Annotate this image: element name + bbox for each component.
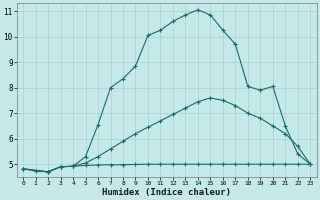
X-axis label: Humidex (Indice chaleur): Humidex (Indice chaleur) <box>102 188 231 197</box>
